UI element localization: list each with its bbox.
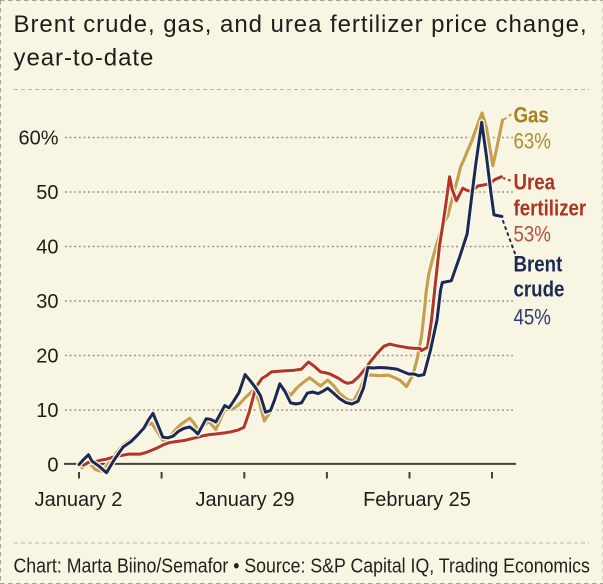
svg-text:fertilizer: fertilizer — [514, 197, 587, 221]
svg-text:0: 0 — [47, 455, 58, 477]
svg-text:Gas: Gas — [514, 104, 549, 128]
svg-text:Brent crude, gas, and urea fer: Brent crude, gas, and urea fertilizer pr… — [14, 11, 588, 38]
svg-text:crude: crude — [514, 278, 565, 302]
svg-text:30: 30 — [36, 291, 58, 313]
svg-text:60%: 60% — [18, 128, 58, 150]
svg-text:50: 50 — [36, 182, 58, 204]
svg-text:January 2: January 2 — [35, 489, 123, 511]
svg-text:10: 10 — [36, 400, 58, 422]
svg-text:February 25: February 25 — [363, 489, 471, 511]
svg-text:53%: 53% — [514, 223, 551, 247]
svg-text:Chart: Marta Biino/Semafor • S: Chart: Marta Biino/Semafor • Source: S&P… — [14, 555, 590, 577]
svg-text:year-to-date: year-to-date — [14, 45, 155, 72]
svg-text:45%: 45% — [514, 306, 551, 330]
svg-text:Urea: Urea — [514, 171, 556, 195]
svg-text:20: 20 — [36, 346, 58, 368]
svg-text:40: 40 — [36, 237, 58, 259]
svg-text:January 29: January 29 — [196, 489, 295, 511]
svg-text:63%: 63% — [514, 130, 551, 154]
svg-text:Brent: Brent — [514, 253, 563, 277]
